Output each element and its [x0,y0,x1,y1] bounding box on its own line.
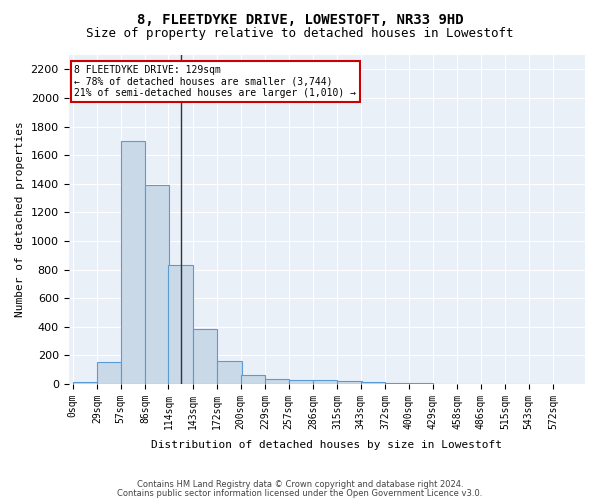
Text: Size of property relative to detached houses in Lowestoft: Size of property relative to detached ho… [86,28,514,40]
Bar [385,383,409,384]
Bar [121,141,145,384]
Bar [217,361,242,384]
Text: 8, FLEETDYKE DRIVE, LOWESTOFT, NR33 9HD: 8, FLEETDYKE DRIVE, LOWESTOFT, NR33 9HD [137,12,463,26]
Bar [313,380,337,384]
Bar [145,185,169,384]
X-axis label: Distribution of detached houses by size in Lowestoft: Distribution of detached houses by size … [151,440,502,450]
Bar [169,264,193,384]
Bar [241,374,265,384]
Y-axis label: Number of detached properties: Number of detached properties [15,122,25,318]
Text: Contains HM Land Registry data © Crown copyright and database right 2024.: Contains HM Land Registry data © Crown c… [137,480,463,489]
Text: 8 FLEETDYKE DRIVE: 129sqm
← 78% of detached houses are smaller (3,744)
21% of se: 8 FLEETDYKE DRIVE: 129sqm ← 78% of detac… [74,65,356,98]
Bar [193,329,217,384]
Bar [265,379,289,384]
Bar [97,362,121,384]
Bar [289,380,313,384]
Text: Contains public sector information licensed under the Open Government Licence v3: Contains public sector information licen… [118,488,482,498]
Bar [337,381,362,384]
Bar [73,382,97,384]
Bar [361,382,385,384]
